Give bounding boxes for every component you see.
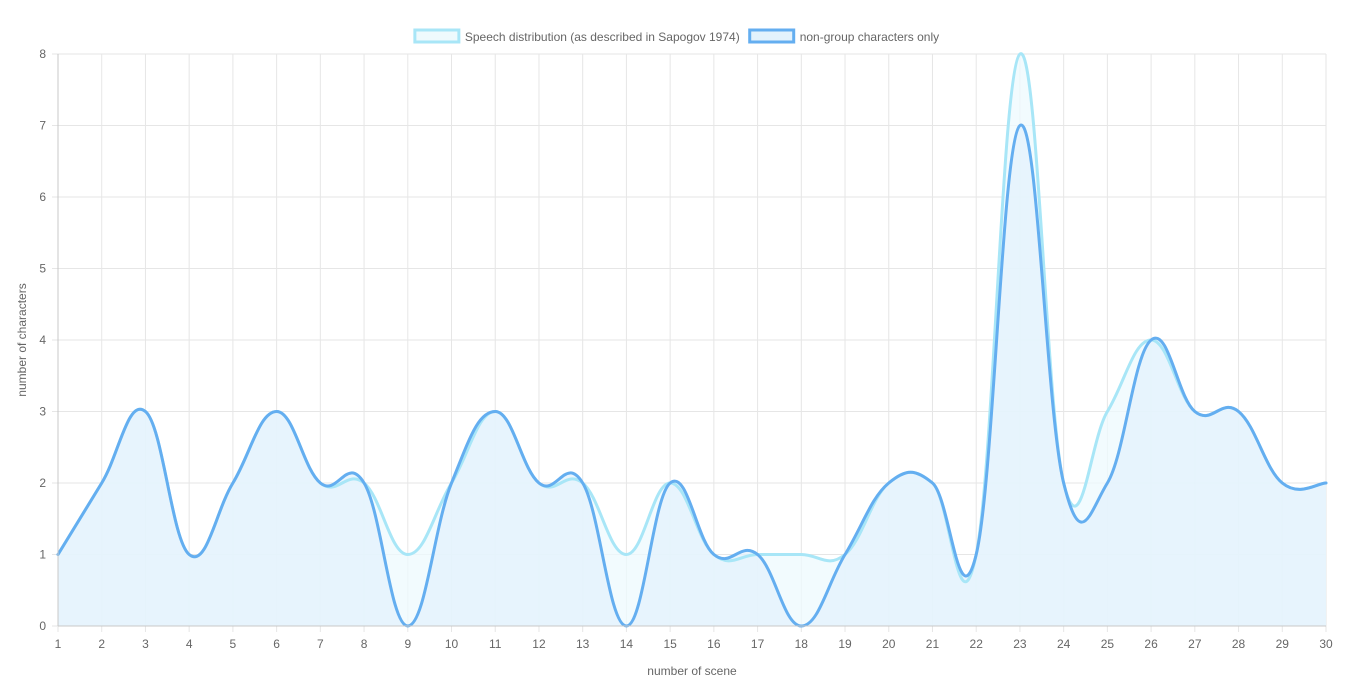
series-2-point[interactable] [1192,409,1198,415]
legend-label[interactable]: Speech distribution (as described in Sap… [465,30,740,44]
x-tick-label: 1 [55,637,62,651]
series-2-point[interactable] [886,480,892,486]
series-1-point[interactable] [1104,409,1110,415]
x-tick-label: 2 [98,637,105,651]
series-2-point[interactable] [274,409,280,415]
legend[interactable]: Speech distribution (as described in Sap… [413,28,939,44]
y-tick-label: 1 [39,548,46,562]
y-tick-label: 8 [39,47,46,61]
legend-swatch[interactable] [413,28,461,44]
x-tick-label: 5 [230,637,237,651]
x-tick-label: 29 [1276,637,1290,651]
series-2-point[interactable] [1279,480,1285,486]
x-tick-label: 11 [489,637,502,651]
series-1-point[interactable] [1017,51,1023,57]
series-2-point[interactable] [1017,123,1023,129]
x-tick-label: 8 [361,637,368,651]
x-tick-label: 16 [707,637,721,651]
x-tick-label: 20 [882,637,896,651]
series-2-point[interactable] [317,480,323,486]
x-tick-label: 27 [1188,637,1202,651]
series-1-point[interactable] [798,552,804,558]
series-2-point[interactable] [99,480,105,486]
series-2-point[interactable] [449,480,455,486]
y-tick-label: 2 [39,476,46,490]
x-tick-label: 30 [1319,637,1333,651]
series-2-point[interactable] [492,409,498,415]
series-2-line [56,123,1328,628]
x-tick-label: 9 [404,637,411,651]
x-tick-label: 26 [1144,637,1158,651]
series-2-point[interactable] [142,409,148,415]
series-2-point[interactable] [929,480,935,486]
series-2-point[interactable] [230,480,236,486]
y-tick-label: 5 [39,262,46,276]
series-2-point[interactable] [1061,480,1067,486]
x-tick-label: 21 [926,637,940,651]
x-tick-label: 10 [445,637,459,651]
series-1-point[interactable] [623,552,629,558]
x-tick-label: 3 [142,637,149,651]
series-2-point[interactable] [186,552,192,558]
x-axis-title: number of scene [647,664,737,678]
x-tick-label: 19 [838,637,852,651]
x-tick-label: 24 [1057,637,1071,651]
series-2-point[interactable] [667,480,673,486]
y-tick-label: 4 [39,333,46,347]
x-tick-label: 22 [970,637,984,651]
axes: 1 2 3 4 5 6 7 8 9 10 11 12 13 14 15 16 17 18 19 20 21 22 23 24 2… [39,47,1333,651]
series-2-point[interactable] [755,552,761,558]
series-2-point[interactable] [1148,337,1154,343]
series-2-point[interactable] [580,480,586,486]
x-tick-label: 18 [795,637,809,651]
x-tick-label: 15 [663,637,677,651]
y-tick-label: 6 [39,190,46,204]
x-tick-label: 13 [576,637,590,651]
legend-swatch[interactable] [748,28,796,44]
x-tick-label: 6 [273,637,280,651]
series-fills [58,53,1326,627]
y-tick-label: 7 [39,119,46,133]
x-tick-label: 4 [186,637,193,651]
y-tick-label: 3 [39,405,46,419]
series-2-point[interactable] [1236,409,1242,415]
x-tick-label: 14 [620,637,634,651]
x-tick-label: 7 [317,637,324,651]
series-2-area [58,125,1326,627]
x-tick-label: 17 [751,637,765,651]
series-1-point[interactable] [405,552,411,558]
series-lines [56,51,1329,628]
series-2-point[interactable] [1323,480,1329,486]
series-2-point[interactable] [536,480,542,486]
series-2-point[interactable] [711,552,717,558]
x-tick-label: 23 [1013,637,1027,651]
x-tick-label: 28 [1232,637,1246,651]
series-2-point[interactable] [842,552,848,558]
series-2-point[interactable] [1104,480,1110,486]
series-2-point[interactable] [361,480,367,486]
x-tick-label: 12 [532,637,546,651]
y-tick-label: 0 [39,619,46,633]
y-axis-title: number of characters [15,283,29,396]
x-tick-label: 25 [1101,637,1115,651]
series-2-point[interactable] [973,552,979,558]
legend-label[interactable]: non-group characters only [800,30,939,44]
